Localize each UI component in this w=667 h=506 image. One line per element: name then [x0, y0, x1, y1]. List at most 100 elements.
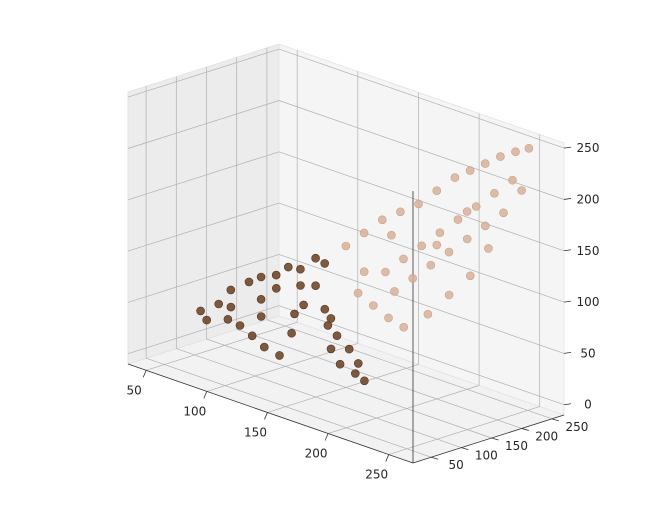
- scatter-point-series-2: [511, 147, 520, 156]
- grid-line-z-left: [127, 202, 280, 252]
- scatter-point-series-1: [323, 321, 333, 330]
- scatter-point-series-2: [390, 287, 399, 296]
- scatter-point-series-1: [335, 359, 345, 369]
- scatter-point-series-2: [435, 228, 445, 237]
- scatter-point-series-2: [508, 175, 517, 185]
- scatter-point-series-1: [226, 302, 236, 312]
- y-tick-mark: [491, 437, 499, 441]
- z-tick-mark: [563, 300, 572, 303]
- scatter-point-series-1: [223, 314, 233, 324]
- scatter-point-series-2: [417, 241, 427, 251]
- scatter-point-series-1: [320, 259, 330, 268]
- scatter-point-series-2: [480, 221, 490, 231]
- grid-line-x-floor: [146, 321, 298, 371]
- x-tick-mark: [324, 433, 329, 441]
- scatter-point-series-2: [432, 186, 442, 195]
- scatter-point-series-2: [368, 301, 378, 310]
- scatter-point-series-1: [311, 281, 320, 291]
- x-tick-label: 200: [305, 447, 328, 461]
- scatter-point-series-1: [290, 309, 299, 319]
- scatter-point-series-1: [256, 272, 266, 282]
- scatter-point-series-1: [360, 376, 369, 386]
- grid-line-x-floor: [388, 406, 540, 455]
- scatter-point-series-2: [353, 288, 363, 298]
- x-tick-label: 150: [244, 425, 267, 439]
- scatter-point-series-2: [484, 244, 493, 253]
- scatter-point-series-1: [320, 304, 330, 314]
- scatter-point-series-1: [296, 264, 305, 274]
- scatter-point-series-1: [235, 321, 245, 330]
- x-tick-label: 250: [365, 468, 388, 482]
- scatter-point-series-2: [384, 313, 393, 323]
- grid-line-z-back: [278, 202, 565, 303]
- scatter-point-series-2: [462, 234, 472, 244]
- x-tick-mark: [385, 454, 390, 462]
- y-axis-line: [412, 414, 565, 464]
- grid-line-y-floor: [176, 348, 462, 448]
- scatter-point-series-1: [350, 369, 360, 378]
- scatter-point-series-2: [480, 159, 490, 168]
- scatter-point-series-2: [414, 199, 423, 209]
- scatter-point-series-1: [326, 344, 336, 354]
- y-tick-label: 200: [535, 429, 558, 443]
- scatter-point-series-1: [247, 331, 257, 341]
- scatter-point-series-1: [283, 262, 293, 272]
- scatter-point-series-2: [399, 254, 408, 264]
- scatter-point-series-2: [517, 186, 526, 195]
- scatter-point-series-2: [496, 152, 505, 161]
- scatter-point-series-2: [453, 215, 463, 224]
- scatter-point-series-1: [271, 283, 281, 293]
- scatter-point-series-2: [423, 309, 433, 319]
- scatter-point-series-1: [287, 328, 296, 338]
- z-tick-label: 250: [577, 141, 600, 155]
- scatter-point-series-1: [202, 315, 211, 325]
- x-tick-label: 50: [127, 383, 142, 397]
- scatter-point-series-2: [450, 173, 460, 182]
- axes-panes: [126, 43, 566, 464]
- grid-line-z-left: [127, 151, 280, 201]
- grid-line-z-back: [278, 100, 565, 200]
- z-tick-label: 0: [584, 398, 592, 412]
- grid-line-y-floor: [206, 338, 492, 439]
- y-tick-label: 150: [505, 439, 528, 453]
- z-tick-label: 150: [577, 244, 600, 258]
- z-tick-mark: [563, 198, 572, 200]
- scatter-point-series-2: [396, 207, 405, 217]
- y-tick-mark: [551, 418, 560, 422]
- z-tick-label: 50: [580, 346, 595, 360]
- grid-line-z-left: [127, 100, 280, 149]
- scatter-point-series-2: [381, 267, 390, 277]
- scatter-point-series-1: [332, 331, 342, 341]
- scatter-point-series-2: [387, 230, 396, 240]
- y-tick-mark: [461, 447, 469, 451]
- y-tick-label: 100: [475, 449, 498, 463]
- scatter-point-series-1: [196, 306, 205, 316]
- y-tick-mark: [521, 428, 529, 431]
- scatter-point-series-2: [341, 241, 351, 251]
- x-tick-mark: [203, 391, 208, 399]
- scatter-point-series-2: [426, 260, 436, 270]
- scatter-point-series-1: [353, 359, 363, 368]
- grid-line-y-floor: [266, 319, 553, 420]
- scatter-point-series-2: [465, 166, 475, 175]
- x-tick-mark: [264, 412, 268, 420]
- grid-line-x-floor: [327, 385, 480, 434]
- grid-line-z-left: [127, 254, 280, 303]
- scatter-point-series-1: [256, 294, 266, 304]
- z-tick-label: 200: [577, 193, 600, 207]
- data-points: [196, 144, 534, 386]
- scatter-point-series-2: [471, 202, 481, 211]
- scatter-point-series-2: [465, 271, 475, 281]
- scatter-point-series-1: [244, 277, 254, 287]
- scatter-point-series-1: [271, 270, 281, 280]
- scatter-point-series-2: [359, 228, 369, 238]
- scatter-point-series-2: [444, 247, 454, 257]
- scatter-point-series-2: [377, 215, 387, 225]
- y-tick-mark: [431, 456, 439, 460]
- scatter-point-series-1: [226, 285, 236, 295]
- scatter-point-series-2: [359, 267, 369, 277]
- z-tick-mark: [563, 249, 572, 252]
- grid-line-y-floor: [236, 329, 522, 429]
- scatter-point-series-1: [296, 281, 305, 290]
- scatter-point-series-2: [408, 273, 418, 283]
